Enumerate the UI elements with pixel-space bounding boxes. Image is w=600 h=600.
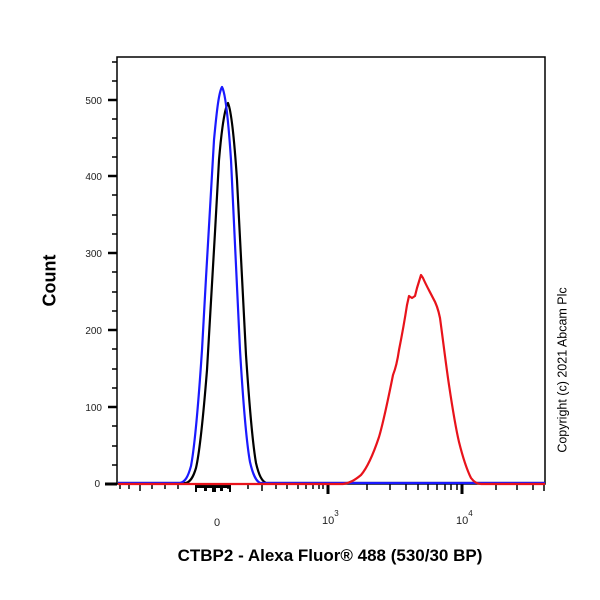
x-tick-labels: 0 103 104 xyxy=(214,509,473,529)
y-axis-title: Count xyxy=(39,254,60,306)
y-minor-ticks xyxy=(112,61,117,466)
copyright-notice: Copyright (c) 2021 Abcam Plc xyxy=(556,287,571,453)
y-tick-100: 100 xyxy=(85,403,102,414)
series-red-histogram xyxy=(118,273,545,486)
x-tick-1e4: 104 xyxy=(456,509,473,527)
y-tick-200: 200 xyxy=(85,326,102,337)
x-axis-title: CTBP2 - Alexa Fluor® 488 (530/30 BP) xyxy=(177,546,483,565)
series-blue-histogram xyxy=(118,85,545,485)
x-tick-0: 0 xyxy=(214,517,220,529)
y-tick-0: 0 xyxy=(94,479,100,490)
y-axis: 0 100 200 300 400 500 xyxy=(85,96,117,490)
x-tick-1e3: 103 xyxy=(322,509,339,527)
y-tick-300: 300 xyxy=(85,249,102,260)
y-tick-500: 500 xyxy=(85,96,102,107)
y-tick-400: 400 xyxy=(85,172,102,183)
plot-frame xyxy=(116,56,546,485)
series-black-histogram xyxy=(118,101,545,485)
x-zero-region-ticks xyxy=(195,484,231,492)
